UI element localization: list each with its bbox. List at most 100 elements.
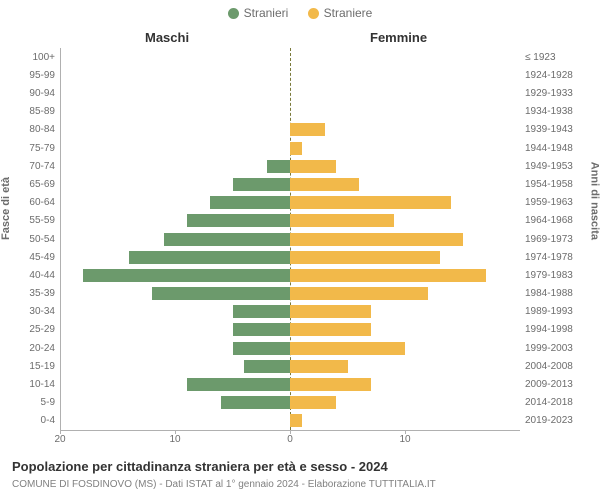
- bar-female: [290, 378, 371, 391]
- x-tick-label: 10: [399, 434, 410, 445]
- pyramid-row: 15-192004-2008: [60, 359, 520, 374]
- age-label: 10-14: [29, 377, 55, 392]
- age-label: 35-39: [29, 286, 55, 301]
- birth-year-label: 1959-1963: [525, 195, 573, 210]
- chart-subtitle: COMUNE DI FOSDINOVO (MS) - Dati ISTAT al…: [12, 479, 436, 490]
- pyramid-row: 5-92014-2018: [60, 395, 520, 410]
- age-label: 0-4: [41, 413, 55, 428]
- birth-year-label: ≤ 1923: [525, 50, 556, 65]
- pyramid-row: 55-591964-1968: [60, 213, 520, 228]
- bar-male: [83, 269, 290, 282]
- age-label: 15-19: [29, 359, 55, 374]
- birth-year-label: 1954-1958: [525, 177, 573, 192]
- age-label: 20-24: [29, 341, 55, 356]
- bar-male: [187, 378, 291, 391]
- pyramid-row: 60-641959-1963: [60, 195, 520, 210]
- pyramid-row: 95-991924-1928: [60, 68, 520, 83]
- pyramid-row: 65-691954-1958: [60, 177, 520, 192]
- bar-male: [267, 160, 290, 173]
- bar-female: [290, 178, 359, 191]
- pyramid-row: 100+≤ 1923: [60, 50, 520, 65]
- birth-year-label: 2014-2018: [525, 395, 573, 410]
- age-label: 45-49: [29, 250, 55, 265]
- age-label: 50-54: [29, 232, 55, 247]
- column-header-female: Femmine: [370, 30, 427, 45]
- age-label: 55-59: [29, 213, 55, 228]
- birth-year-label: 1984-1988: [525, 286, 573, 301]
- bar-male: [129, 251, 290, 264]
- pyramid-row: 30-341989-1993: [60, 304, 520, 319]
- bar-female: [290, 196, 451, 209]
- birth-year-label: 1944-1948: [525, 141, 573, 156]
- birth-year-label: 1924-1928: [525, 68, 573, 83]
- birth-year-label: 1939-1943: [525, 122, 573, 137]
- bar-male: [221, 396, 290, 409]
- bar-male: [233, 305, 291, 318]
- bar-female: [290, 123, 325, 136]
- x-axis: 2010010: [60, 430, 520, 450]
- bar-female: [290, 414, 302, 427]
- legend-male-swatch: [228, 8, 239, 19]
- pyramid-row: 35-391984-1988: [60, 286, 520, 301]
- birth-year-label: 1934-1938: [525, 104, 573, 119]
- age-label: 85-89: [29, 104, 55, 119]
- age-label: 65-69: [29, 177, 55, 192]
- bar-female: [290, 305, 371, 318]
- pyramid-row: 80-841939-1943: [60, 122, 520, 137]
- bar-male: [233, 342, 291, 355]
- age-label: 30-34: [29, 304, 55, 319]
- age-label: 25-29: [29, 322, 55, 337]
- bar-female: [290, 360, 348, 373]
- legend-male-label: Stranieri: [244, 6, 289, 20]
- x-tick-label: 20: [54, 434, 65, 445]
- birth-year-label: 1949-1953: [525, 159, 573, 174]
- legend-female-label: Straniere: [324, 6, 373, 20]
- bar-female: [290, 214, 394, 227]
- bar-male: [164, 233, 291, 246]
- bar-male: [152, 287, 290, 300]
- y-axis-right-title: Anni di nascita: [588, 162, 600, 240]
- bar-male: [233, 323, 291, 336]
- age-label: 70-74: [29, 159, 55, 174]
- pyramid-row: 20-241999-2003: [60, 341, 520, 356]
- legend: Stranieri Straniere: [0, 6, 600, 22]
- birth-year-label: 2019-2023: [525, 413, 573, 428]
- birth-year-label: 2004-2008: [525, 359, 573, 374]
- age-label: 60-64: [29, 195, 55, 210]
- pyramid-row: 25-291994-1998: [60, 322, 520, 337]
- bar-male: [244, 360, 290, 373]
- birth-year-label: 1969-1973: [525, 232, 573, 247]
- age-label: 95-99: [29, 68, 55, 83]
- bar-female: [290, 251, 440, 264]
- column-header-male: Maschi: [145, 30, 189, 45]
- x-tick-label: 0: [287, 434, 293, 445]
- legend-female-swatch: [308, 8, 319, 19]
- bar-male: [210, 196, 291, 209]
- bar-male: [233, 178, 291, 191]
- birth-year-label: 1974-1978: [525, 250, 573, 265]
- pyramid-row: 10-142009-2013: [60, 377, 520, 392]
- birth-year-label: 1929-1933: [525, 86, 573, 101]
- legend-female: Straniere: [308, 6, 373, 20]
- bar-female: [290, 396, 336, 409]
- birth-year-label: 1964-1968: [525, 213, 573, 228]
- pyramid-row: 40-441979-1983: [60, 268, 520, 283]
- bar-female: [290, 287, 428, 300]
- y-axis-left-title: Fasce di età: [0, 177, 12, 240]
- bar-male: [187, 214, 291, 227]
- birth-year-label: 1979-1983: [525, 268, 573, 283]
- pyramid-row: 50-541969-1973: [60, 232, 520, 247]
- birth-year-label: 1994-1998: [525, 322, 573, 337]
- age-label: 90-94: [29, 86, 55, 101]
- bar-female: [290, 342, 405, 355]
- birth-year-label: 1989-1993: [525, 304, 573, 319]
- pyramid-row: 90-941929-1933: [60, 86, 520, 101]
- age-label: 80-84: [29, 122, 55, 137]
- bar-female: [290, 160, 336, 173]
- bar-female: [290, 233, 463, 246]
- age-label: 100+: [32, 50, 55, 65]
- age-label: 5-9: [41, 395, 55, 410]
- age-label: 75-79: [29, 141, 55, 156]
- birth-year-label: 2009-2013: [525, 377, 573, 392]
- bar-female: [290, 269, 486, 282]
